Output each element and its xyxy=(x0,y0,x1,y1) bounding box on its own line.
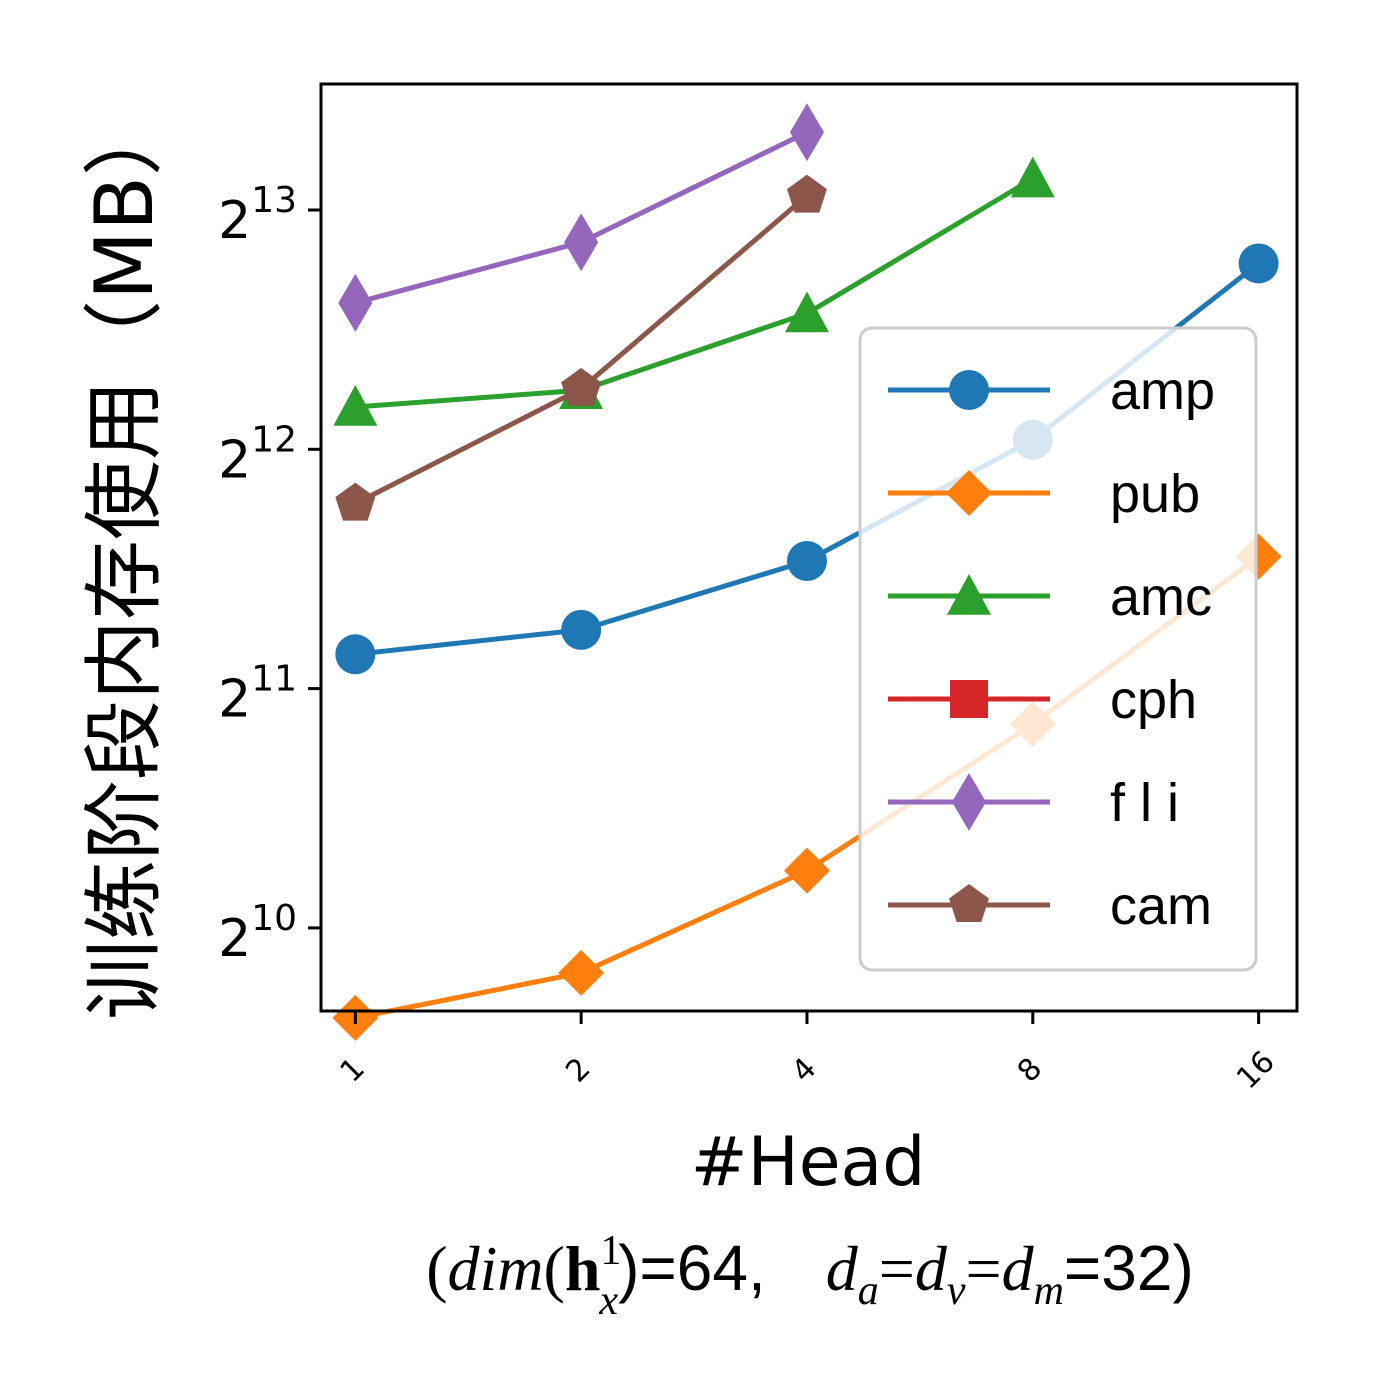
x-tick-label: 4 xyxy=(785,1051,823,1089)
data-point-fli xyxy=(338,273,373,332)
legend-label: amp xyxy=(1110,361,1215,421)
caption-d2-sub: v xyxy=(947,1268,966,1314)
legend: amp pub amc cph f l i cam xyxy=(858,326,1258,972)
x-axis: 1 2 4 8 16 xyxy=(333,1011,1282,1096)
x-tick-label: 2 xyxy=(559,1051,597,1089)
caption-tail: =32) xyxy=(1064,1232,1194,1304)
y-tick-label: 212 xyxy=(218,419,297,490)
legend-marker-fli xyxy=(952,773,986,831)
series-line-amc xyxy=(355,176,1035,410)
data-point-amp xyxy=(1238,243,1279,284)
legend-marker-amp xyxy=(949,370,989,410)
series-cam xyxy=(335,174,827,521)
legend-label: f l i xyxy=(1110,773,1179,833)
x-tick-label: 8 xyxy=(1011,1051,1049,1089)
y-axis: 210 211 212 213 xyxy=(218,180,321,969)
caption-h-sup: 1 xyxy=(600,1228,621,1274)
caption: (dim(h1 x)=64, da=dv=dm=32) xyxy=(426,1228,1194,1324)
data-point-amc xyxy=(333,384,378,426)
y-tick-label: 210 xyxy=(218,898,297,969)
data-point-pub xyxy=(558,949,605,996)
caption-d1: d xyxy=(826,1233,859,1304)
legend-marker-amc xyxy=(947,574,991,615)
data-point-cam xyxy=(561,367,602,406)
data-point-amc xyxy=(1010,156,1055,198)
legend-item-amc: amc xyxy=(888,567,1212,627)
series-fli xyxy=(338,103,824,332)
legend-item-fli: f l i xyxy=(888,773,1179,833)
caption-dim: dim xyxy=(448,1233,544,1304)
caption-d1-sub: a xyxy=(858,1268,879,1314)
data-point-fli xyxy=(789,103,824,162)
caption-d3: d xyxy=(1002,1233,1035,1304)
legend-label: cph xyxy=(1110,670,1197,730)
x-tick-label: 16 xyxy=(1230,1044,1282,1096)
y-tick-label: 213 xyxy=(218,180,297,251)
plot-frame xyxy=(319,82,1299,1013)
data-point-fli xyxy=(564,213,599,272)
caption-after-h: )=64, xyxy=(618,1232,766,1304)
legend-marker-pub xyxy=(946,470,992,516)
data-point-amp xyxy=(561,609,602,650)
caption-open: ( xyxy=(426,1233,447,1304)
data-point-amc xyxy=(784,291,829,333)
y-axis-title: 训练阶段内存使用（MB） xyxy=(78,96,171,1020)
legend-item-pub: pub xyxy=(888,464,1200,524)
caption-paren-open: ( xyxy=(544,1233,565,1304)
data-point-cam xyxy=(787,174,827,213)
caption-d3-sub: m xyxy=(1034,1268,1064,1314)
data-point-amp xyxy=(786,540,827,581)
y-tick-label: 211 xyxy=(218,659,297,730)
legend-label: pub xyxy=(1110,464,1200,524)
data-point-pub xyxy=(783,847,830,894)
x-axis-title: #Head xyxy=(691,1123,926,1202)
legend-item-cph: cph xyxy=(888,670,1197,730)
legend-label: amc xyxy=(1110,567,1212,627)
data-point-amp xyxy=(335,634,376,675)
caption-eq2: = xyxy=(965,1233,1001,1304)
legend-box xyxy=(858,326,1258,972)
caption-h-sub: x xyxy=(598,1278,618,1324)
legend-item-cam: cam xyxy=(888,876,1212,936)
x-tick-label: 1 xyxy=(333,1051,371,1089)
legend-marker-cph xyxy=(950,680,988,718)
legend-marker-cam xyxy=(949,884,989,922)
legend-label: cam xyxy=(1110,876,1212,936)
data-point-cam xyxy=(335,482,376,521)
caption-h: h xyxy=(565,1233,601,1304)
legend-item-amp: amp xyxy=(888,361,1215,421)
caption-eq1: = xyxy=(879,1233,915,1304)
caption-d2: d xyxy=(915,1233,948,1304)
